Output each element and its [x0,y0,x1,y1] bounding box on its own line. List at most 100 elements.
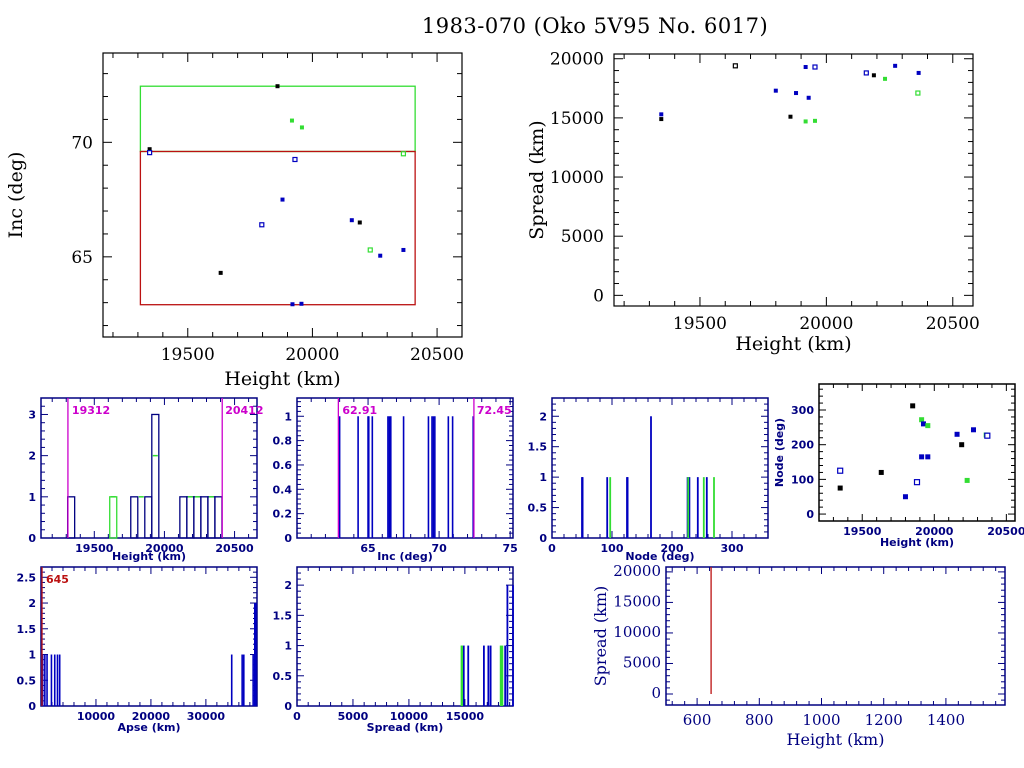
x-axis-label: Apse (km) [117,721,180,734]
spread_histogram-frame [296,566,514,707]
node_vs_height-panel [818,383,1016,522]
y-tick-label: 1 [284,410,292,423]
hist-bar [193,496,202,539]
y-tick-label: 5000 [623,653,661,671]
data-point [290,302,295,307]
y-tick-label: 0 [651,684,661,702]
y-tick-label: 20000 [550,50,604,70]
data-point [259,222,265,228]
data-point [837,467,844,474]
data-point [788,114,793,119]
x-tick-label: 19500 [75,542,114,555]
hist-bar [66,496,76,539]
x-tick-label: 0 [293,710,301,723]
node_vs_height-frame [818,383,1016,522]
data-point [959,442,965,448]
data-point [883,76,888,81]
x-tick-label: 75 [503,542,518,555]
y-tick-label: 1 [284,640,292,653]
x-tick-label: 1200 [865,711,903,729]
x-tick-label: 20500 [926,314,980,334]
height_histogram-frame [40,397,258,539]
apse_histogram-panel [40,566,258,707]
data-point [732,63,738,69]
data-point [218,270,223,275]
y-tick-label: 2 [28,450,36,463]
x-tick-label: 800 [745,711,774,729]
y-tick-label: 2 [284,579,292,592]
x-tick-label: 10000 [77,710,116,723]
y-tick-label: 15000 [550,109,604,129]
y-tick-label: 1.5 [17,623,37,636]
apse_histogram-frame [40,566,258,707]
hist-bar-green [109,496,118,539]
y-tick-label: 300 [791,404,814,417]
x-axis-label: Height (km) [735,333,851,355]
data-point [893,63,898,68]
data-point [367,247,373,253]
data-point [812,64,818,70]
data-point [984,432,991,439]
y-tick-label: 65 [71,248,93,268]
hist-bar [144,496,153,539]
x-axis-label: Inc (deg) [377,550,433,563]
data-point [147,147,152,152]
hist-bar [200,496,209,539]
marker-label: 72.45 [477,404,512,417]
y-tick-label: 1 [28,649,36,662]
node_histogram-frame [551,397,769,539]
y-tick-label: 0 [284,532,292,545]
x-axis-label: Height (km) [224,368,340,390]
data-point [357,220,362,225]
x-tick-label: 300 [721,542,744,555]
data-point [401,247,406,252]
x-tick-label: 600 [683,711,712,729]
y-tick-label: 0.6 [273,459,293,472]
data-point [913,479,921,486]
data-point [803,119,808,124]
data-point [954,431,960,437]
data-point [349,218,354,223]
inc_vs_height-frame [102,52,463,338]
data-point [902,494,908,500]
hist-bar [214,496,223,539]
y-tick-label: 2 [539,410,547,423]
data-point [910,403,916,409]
x-tick-label: 19500 [161,345,215,365]
y-tick-label: 2 [28,597,36,610]
x-tick-label: 20500 [987,525,1024,538]
inc_histogram-frame [296,397,514,539]
x-axis-label: Height (km) [880,536,954,549]
y-tick-label: 0 [28,532,36,545]
y-tick-label: 10000 [613,623,661,641]
y-axis-label: Spread (km) [591,586,610,687]
x-tick-label: 65 [360,542,375,555]
y-tick-label: 1.5 [528,441,548,454]
y-tick-label: 2.5 [17,571,37,584]
x-tick-label: 0 [548,542,556,555]
marker-label: 19312 [72,404,110,417]
spread_vs_height-frame [613,53,974,307]
data-point [915,90,921,96]
data-point [275,84,280,89]
data-point [292,156,298,163]
y-tick-label: 1.5 [273,609,293,622]
y-tick-label: 3 [28,408,36,421]
x-tick-label: 20000 [799,314,853,334]
data-point [837,485,843,491]
x-axis-label: Height (km) [112,550,186,563]
data-point [920,421,926,427]
y-tick-label: 0 [539,532,547,545]
x-tick-label: 20000 [145,542,184,555]
data-point [400,151,407,157]
x-tick-label: 20000 [132,710,171,723]
y-tick-label: 15000 [613,592,661,610]
y-tick-label: 1 [539,471,547,484]
data-point [803,65,808,70]
x-tick-label: 19500 [843,525,882,538]
hist-bar [151,413,160,539]
y-tick-label: 0 [806,508,814,521]
x-axis-label: Height (km) [787,730,885,749]
spread_histogram-panel [296,566,514,707]
